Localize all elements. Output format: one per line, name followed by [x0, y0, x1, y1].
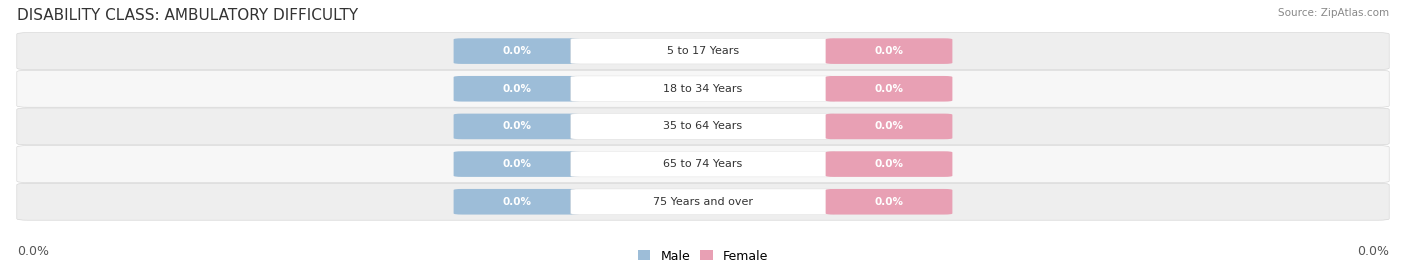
- Text: 65 to 74 Years: 65 to 74 Years: [664, 159, 742, 169]
- Text: 75 Years and over: 75 Years and over: [652, 197, 754, 207]
- FancyBboxPatch shape: [825, 151, 952, 177]
- FancyBboxPatch shape: [454, 76, 581, 102]
- FancyBboxPatch shape: [17, 70, 1389, 107]
- Text: 0.0%: 0.0%: [875, 84, 904, 94]
- Text: 0.0%: 0.0%: [875, 121, 904, 132]
- FancyBboxPatch shape: [454, 114, 581, 139]
- Text: 0.0%: 0.0%: [1357, 245, 1389, 258]
- Text: 0.0%: 0.0%: [875, 159, 904, 169]
- FancyBboxPatch shape: [825, 189, 952, 215]
- Text: 0.0%: 0.0%: [502, 197, 531, 207]
- FancyBboxPatch shape: [17, 183, 1389, 220]
- FancyBboxPatch shape: [571, 38, 835, 64]
- Text: 0.0%: 0.0%: [875, 46, 904, 56]
- FancyBboxPatch shape: [571, 114, 835, 139]
- FancyBboxPatch shape: [571, 151, 835, 177]
- Text: 0.0%: 0.0%: [502, 121, 531, 132]
- Text: DISABILITY CLASS: AMBULATORY DIFFICULTY: DISABILITY CLASS: AMBULATORY DIFFICULTY: [17, 8, 359, 23]
- Text: 0.0%: 0.0%: [502, 84, 531, 94]
- FancyBboxPatch shape: [571, 189, 835, 215]
- Legend: Male, Female: Male, Female: [638, 250, 768, 263]
- FancyBboxPatch shape: [571, 76, 835, 102]
- FancyBboxPatch shape: [17, 33, 1389, 70]
- Text: 0.0%: 0.0%: [875, 197, 904, 207]
- Text: 0.0%: 0.0%: [502, 46, 531, 56]
- FancyBboxPatch shape: [17, 146, 1389, 183]
- FancyBboxPatch shape: [825, 114, 952, 139]
- Text: 35 to 64 Years: 35 to 64 Years: [664, 121, 742, 132]
- Text: 18 to 34 Years: 18 to 34 Years: [664, 84, 742, 94]
- Text: 5 to 17 Years: 5 to 17 Years: [666, 46, 740, 56]
- FancyBboxPatch shape: [17, 108, 1389, 145]
- FancyBboxPatch shape: [825, 38, 952, 64]
- FancyBboxPatch shape: [454, 38, 581, 64]
- Text: Source: ZipAtlas.com: Source: ZipAtlas.com: [1278, 8, 1389, 18]
- Text: 0.0%: 0.0%: [17, 245, 49, 258]
- FancyBboxPatch shape: [825, 76, 952, 102]
- Text: 0.0%: 0.0%: [502, 159, 531, 169]
- FancyBboxPatch shape: [454, 151, 581, 177]
- FancyBboxPatch shape: [454, 189, 581, 215]
